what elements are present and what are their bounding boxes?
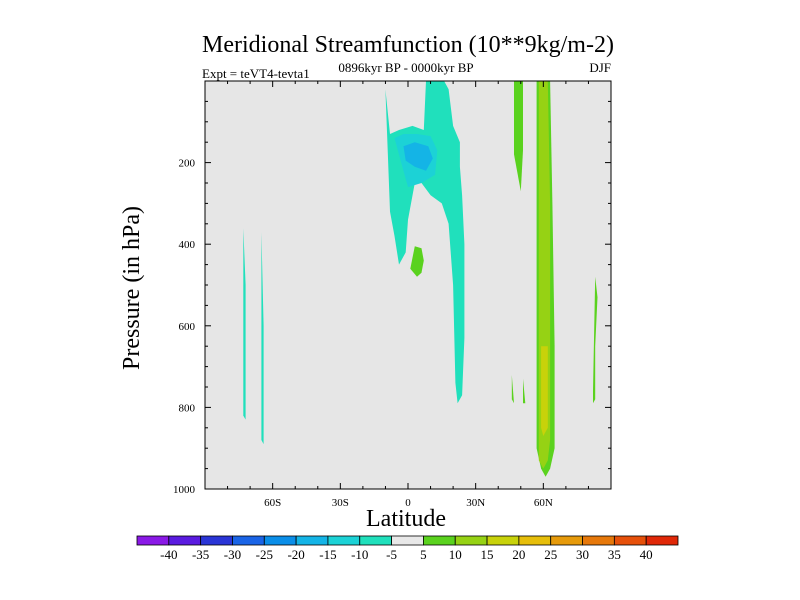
- y-tick-labels: 200 400 600 800 1000: [173, 158, 196, 496]
- contour-layer: [243, 81, 598, 477]
- season-label: DJF: [589, 60, 611, 75]
- colorbar-swatch: [263, 535, 297, 546]
- colorbar-swatch: [423, 535, 456, 546]
- contour-region: [410, 246, 424, 277]
- colorbar-swatch: [232, 535, 265, 546]
- colorbar-swatch: [486, 535, 520, 546]
- y-tick-label: 800: [179, 402, 196, 414]
- y-axis-label: Pressure (in hPa): [119, 206, 145, 370]
- axis-ticks: [204, 80, 612, 490]
- colorbar-swatch: [391, 535, 424, 546]
- colorbar-level-label: 5: [420, 547, 427, 562]
- colorbar-level-label: -35: [192, 547, 209, 562]
- colorbar-labels: -40 -35 -30 -25 -20 -15 -10 -5 5 10 15 20 25 30 35 40: [160, 547, 653, 562]
- x-axis-label: Latitude: [366, 506, 446, 532]
- colorbar-level-label: -25: [256, 547, 273, 562]
- contour-region: [511, 374, 514, 404]
- period-label: 0896kyr BP - 0000kyr BP: [338, 60, 473, 75]
- colorbar-level-label: -20: [287, 547, 304, 562]
- colorbar-level-label: 15: [481, 547, 494, 562]
- colorbar-swatch: [550, 535, 583, 546]
- colorbar-swatch: [168, 535, 202, 546]
- colorbar-swatch: [327, 535, 361, 546]
- contour-region: [403, 142, 433, 171]
- colorbar-swatch: [359, 535, 392, 546]
- colorbar-swatch: [613, 535, 647, 546]
- x-tick-label: 60S: [264, 497, 281, 509]
- colorbar-swatch: [295, 535, 329, 546]
- contour-region: [261, 232, 264, 445]
- y-tick-label: 400: [179, 239, 196, 251]
- contour-region: [593, 276, 598, 404]
- colorbar-level-label: -40: [160, 547, 177, 562]
- colorbar-level-label: 20: [512, 547, 525, 562]
- colorbar-level-label: -15: [319, 547, 336, 562]
- y-tick-label: 1000: [173, 484, 196, 496]
- contour-region: [523, 378, 526, 404]
- colorbar-swatch: [200, 535, 233, 546]
- contour-region: [514, 81, 523, 192]
- contour-region: [243, 227, 246, 420]
- x-tick-label: 0: [405, 497, 411, 509]
- colorbar-swatch: [645, 535, 679, 546]
- y-tick-label: 200: [179, 158, 196, 170]
- x-tick-label: 60N: [534, 497, 553, 509]
- colorbar-level-label: 35: [608, 547, 621, 562]
- x-tick-label: 30S: [332, 497, 349, 509]
- x-tick-labels: 60S 30S 0 30N 60N: [264, 497, 553, 509]
- contour-region: [541, 346, 548, 436]
- experiment-label: Expt = teVT4-tevta1: [202, 66, 310, 81]
- colorbar-swatch: [518, 535, 552, 546]
- colorbar-level-label: 30: [576, 547, 589, 562]
- colorbar-level-label: -30: [224, 547, 241, 562]
- colorbar-level-label: -10: [351, 547, 368, 562]
- colorbar-swatch: [454, 535, 488, 546]
- colorbar-level-label: 25: [544, 547, 557, 562]
- colorbar-level-label: -5: [386, 547, 397, 562]
- colorbar-level-label: 10: [449, 547, 462, 562]
- chart-title: Meridional Streamfunction (10**9kg/m-2): [202, 32, 614, 58]
- colorbar-swatch: [582, 535, 615, 546]
- colorbar-swatch: [136, 535, 170, 546]
- y-tick-label: 600: [179, 321, 196, 333]
- x-tick-label: 30N: [466, 497, 485, 509]
- colorbar-level-label: 40: [640, 547, 653, 562]
- colorbar: [136, 535, 679, 546]
